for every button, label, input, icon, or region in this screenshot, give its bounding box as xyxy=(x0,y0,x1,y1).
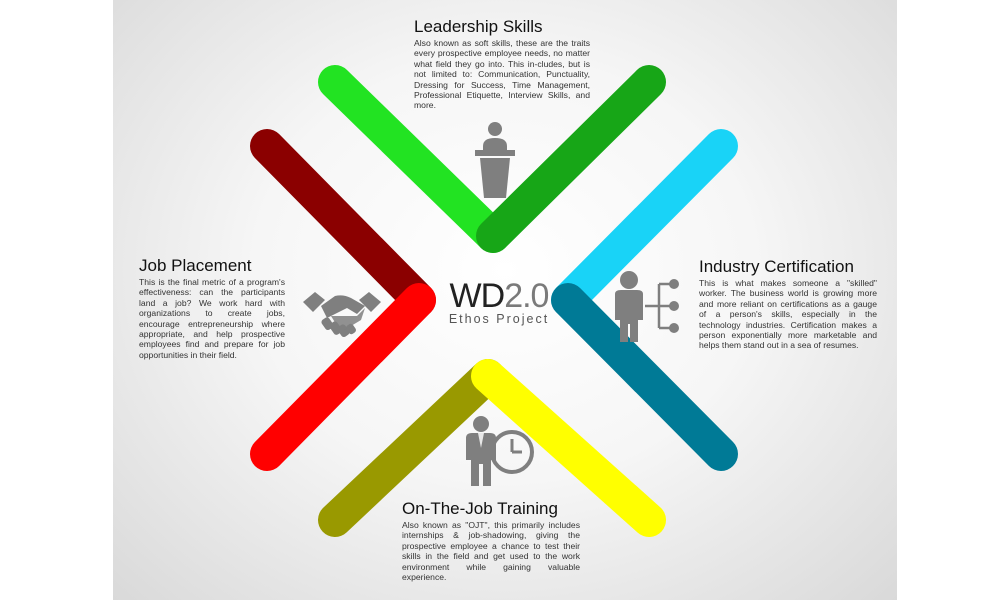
infographic-canvas: WD2.0 Ethos Project Leadership Skills Al… xyxy=(113,0,897,600)
arm-green-right xyxy=(476,65,666,253)
arm-teal xyxy=(551,283,738,471)
businessman-clock-icon xyxy=(466,416,534,486)
arm-yellow xyxy=(471,359,666,537)
industry-certification-block: Industry Certification This is what make… xyxy=(699,258,877,351)
logo-subtitle: Ethos Project xyxy=(448,312,550,326)
arm-cyan xyxy=(551,129,738,317)
industry-certification-text: This is what makes someone a "skilled" w… xyxy=(699,278,877,351)
arms-graphic xyxy=(250,65,738,537)
job-placement-block: Job Placement This is the final metric o… xyxy=(139,257,285,360)
person-network-icon xyxy=(615,271,679,342)
on-the-job-training-title: On-The-Job Training xyxy=(402,499,558,518)
on-the-job-training-block: On-The-Job Training Also known as "OJT",… xyxy=(402,499,580,583)
handshake-icon xyxy=(303,292,381,338)
arm-olive xyxy=(318,359,505,537)
job-placement-title: Job Placement xyxy=(139,256,252,275)
arm-red xyxy=(250,283,436,471)
leadership-skills-text: Also known as soft skills, these are the… xyxy=(414,38,590,111)
job-placement-text: This is the final metric of a program's … xyxy=(139,277,285,360)
leadership-skills-title: Leadership Skills xyxy=(414,17,543,36)
wd2-logo: WD2.0 Ethos Project xyxy=(429,278,569,326)
podium-speaker-icon xyxy=(475,122,515,198)
arm-darkred xyxy=(250,129,436,317)
on-the-job-training-text: Also known as "OJT", this primarily incl… xyxy=(402,520,580,583)
arm-green-left xyxy=(318,65,510,253)
logo-version: 2.0 xyxy=(504,277,549,315)
industry-certification-title: Industry Certification xyxy=(699,257,854,276)
logo-main: WD xyxy=(449,277,506,315)
leadership-skills-block: Leadership Skills Also known as soft ski… xyxy=(414,18,590,111)
logo-wordmark: WD2.0 xyxy=(429,278,569,314)
